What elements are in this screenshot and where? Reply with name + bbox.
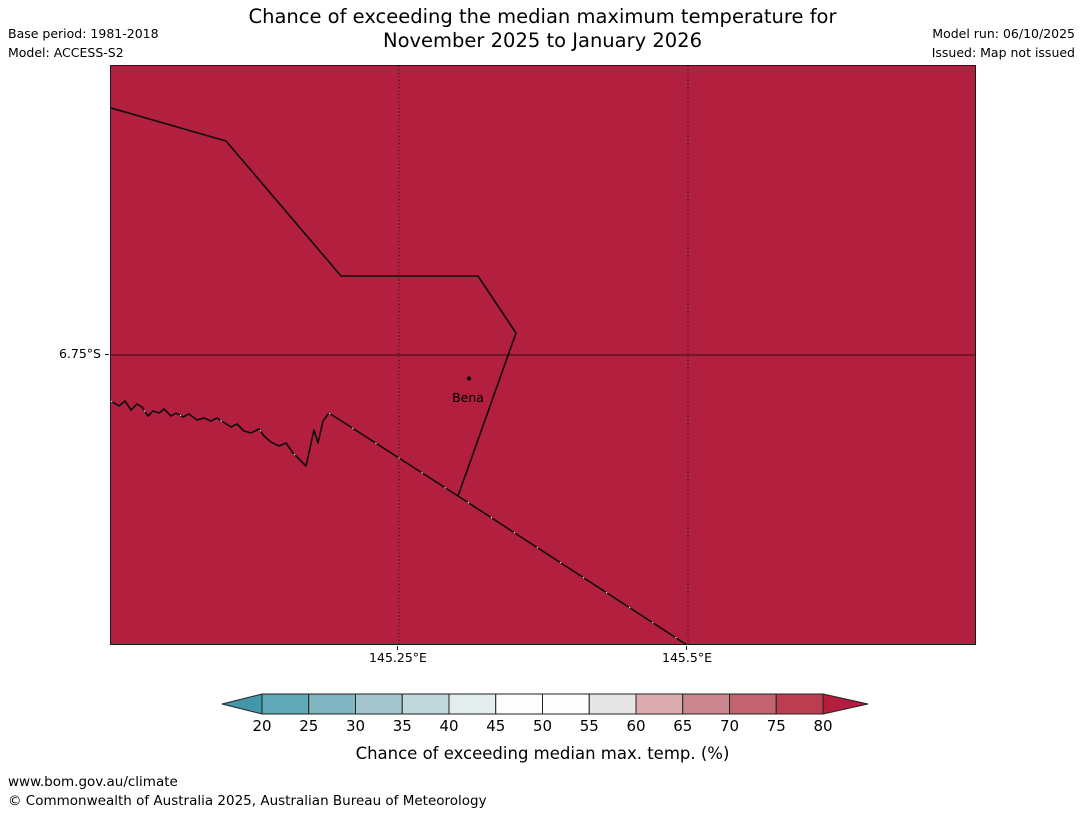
place-label: Bena xyxy=(452,390,484,405)
lon-axis-label-145-25e: 145.25°E xyxy=(369,650,427,665)
colorbar-arrow-right xyxy=(822,693,869,715)
colorbar-svg xyxy=(221,693,869,715)
colorbar-segments xyxy=(261,693,824,715)
model-info: Base period: 1981-2018 Model: ACCESS-S2 xyxy=(8,24,159,62)
colorbar xyxy=(220,693,870,717)
colorbar-segment xyxy=(401,693,450,715)
lon-axis-label-145-5e: 145.5°E xyxy=(662,650,712,665)
map-svg: Bena xyxy=(111,66,975,644)
colorbar-tick-60: 60 xyxy=(626,717,646,735)
footer-url: www.bom.gov.au/climate xyxy=(8,774,178,790)
place-marker-dot xyxy=(467,376,471,381)
colorbar-tick-75: 75 xyxy=(766,717,786,735)
colorbar-segment xyxy=(495,693,543,715)
footer-copyright: © Commonwealth of Australia 2025, Austra… xyxy=(8,793,487,809)
lat-axis-label: 6.75°S xyxy=(58,346,101,361)
title-line-2: November 2025 to January 2026 xyxy=(383,28,702,52)
base-period-text: Base period: 1981-2018 xyxy=(8,26,159,41)
x-tick-145-5e xyxy=(686,646,687,650)
colorbar-segment xyxy=(448,693,497,715)
colorbar-ticks: 20 25 30 35 40 45 50 55 60 65 70 75 80 xyxy=(220,717,870,737)
colorbar-tick-35: 35 xyxy=(392,717,412,735)
boundary-diagonal-line xyxy=(328,412,687,644)
model-run-text: Model run: 06/10/2025 xyxy=(932,26,1075,41)
page-title: Chance of exceeding the median maximum t… xyxy=(0,5,1085,52)
colorbar-tick-80: 80 xyxy=(813,717,833,735)
colorbar-tick-45: 45 xyxy=(486,717,506,735)
model-text: Model: ACCESS-S2 xyxy=(8,45,124,60)
colorbar-segment xyxy=(588,693,637,715)
x-tick-145-25e xyxy=(397,646,398,650)
colorbar-tick-25: 25 xyxy=(299,717,319,735)
colorbar-segment xyxy=(729,693,777,715)
y-tick-6-75s xyxy=(105,354,109,355)
run-info: Model run: 06/10/2025 Issued: Map not is… xyxy=(932,24,1075,62)
colorbar-tick-40: 40 xyxy=(439,717,459,735)
colorbar-segment xyxy=(775,693,824,715)
footer: www.bom.gov.au/climate © Commonwealth of… xyxy=(8,773,487,811)
colorbar-tick-50: 50 xyxy=(532,717,553,735)
colorbar-arrow-left xyxy=(221,693,263,715)
colorbar-segment xyxy=(635,693,684,715)
district-boundary-line xyxy=(111,107,517,497)
colorbar-tick-65: 65 xyxy=(673,717,693,735)
colorbar-tick-20: 20 xyxy=(252,717,272,735)
colorbar-tick-55: 55 xyxy=(579,717,599,735)
colorbar-segment xyxy=(542,693,590,715)
colorbar-tick-30: 30 xyxy=(345,717,366,735)
colorbar-segment xyxy=(682,693,730,715)
map-canvas: Bena xyxy=(110,65,976,645)
colorbar-tick-70: 70 xyxy=(719,717,740,735)
colorbar-label: Chance of exceeding median max. temp. (%… xyxy=(355,744,730,763)
colorbar-segment xyxy=(308,693,356,715)
title-line-1: Chance of exceeding the median maximum t… xyxy=(248,5,837,28)
issued-text: Issued: Map not issued xyxy=(931,45,1075,60)
colorbar-segment xyxy=(261,693,310,715)
colorbar-segment xyxy=(355,693,403,715)
